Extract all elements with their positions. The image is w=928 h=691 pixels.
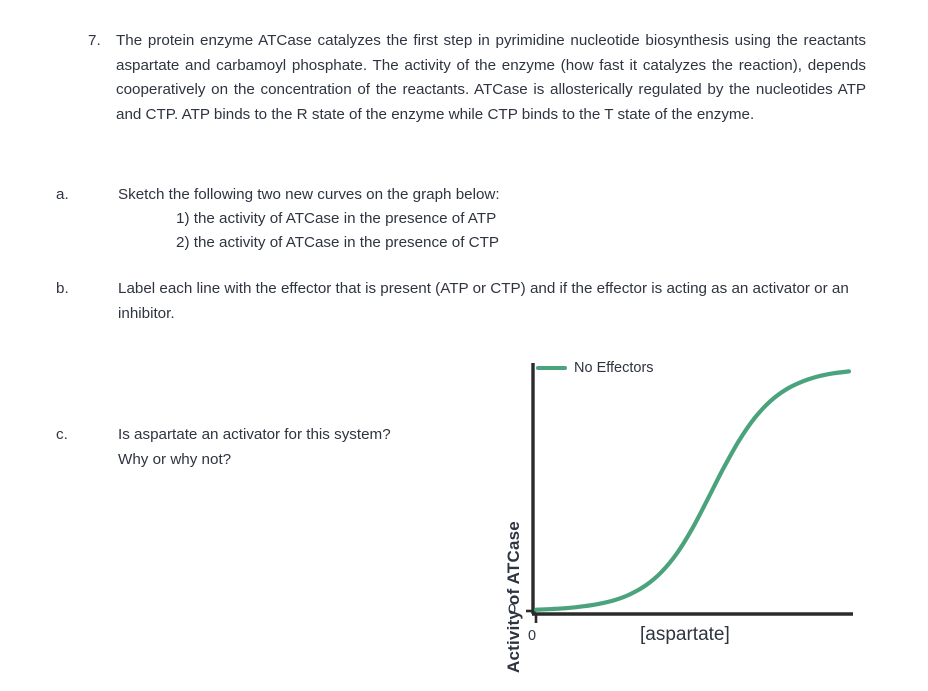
part-a-item-1: 1) the activity of ATCase in the presenc…: [176, 210, 497, 227]
part-a-sublist: 1) the activity of ATCase in the presenc…: [118, 207, 868, 255]
part-c-line-1: Is aspartate an activator for this syste…: [118, 426, 391, 443]
legend-swatch-no-effectors: [536, 366, 567, 370]
part-a-letter: a.: [56, 186, 69, 203]
chart-legend: No Effectors: [536, 360, 654, 376]
curve-no-effectors: [533, 369, 852, 612]
part-b-text: Label each line with the effector that i…: [118, 280, 849, 322]
part-a-body: Sketch the following two new curves on t…: [118, 182, 868, 255]
part-c-body: Is aspartate an activator for this syste…: [118, 422, 516, 472]
atcase-activity-chart: No Effectors Activity of ATCase [asparta…: [492, 352, 892, 673]
part-b: b. Label each line with the effector tha…: [56, 276, 868, 326]
part-c-line-2: Why or why not?: [118, 451, 232, 468]
y-axis-tick-label-0: 0: [508, 602, 517, 618]
part-b-letter: b.: [56, 280, 69, 297]
x-axis-label: [aspartate]: [640, 624, 730, 645]
part-a-item-2: 2) the activity of ATCase in the presenc…: [176, 234, 500, 251]
legend-label-no-effectors: No Effectors: [574, 360, 654, 376]
part-c: c. Is aspartate an activator for this sy…: [56, 422, 516, 472]
question-number: 7.: [88, 32, 101, 49]
chart-canvas: [526, 363, 853, 623]
part-c-letter: c.: [56, 426, 68, 443]
question-text: The protein enzyme ATCase catalyzes the …: [116, 32, 866, 123]
part-a: a. Sketch the following two new curves o…: [56, 182, 868, 255]
x-axis-tick-label-0: 0: [528, 628, 537, 644]
part-a-prompt: Sketch the following two new curves on t…: [118, 186, 500, 203]
y-axis-label: Activity of ATCase: [504, 521, 523, 673]
question-7-block: 7. The protein enzyme ATCase catalyzes t…: [88, 29, 866, 127]
